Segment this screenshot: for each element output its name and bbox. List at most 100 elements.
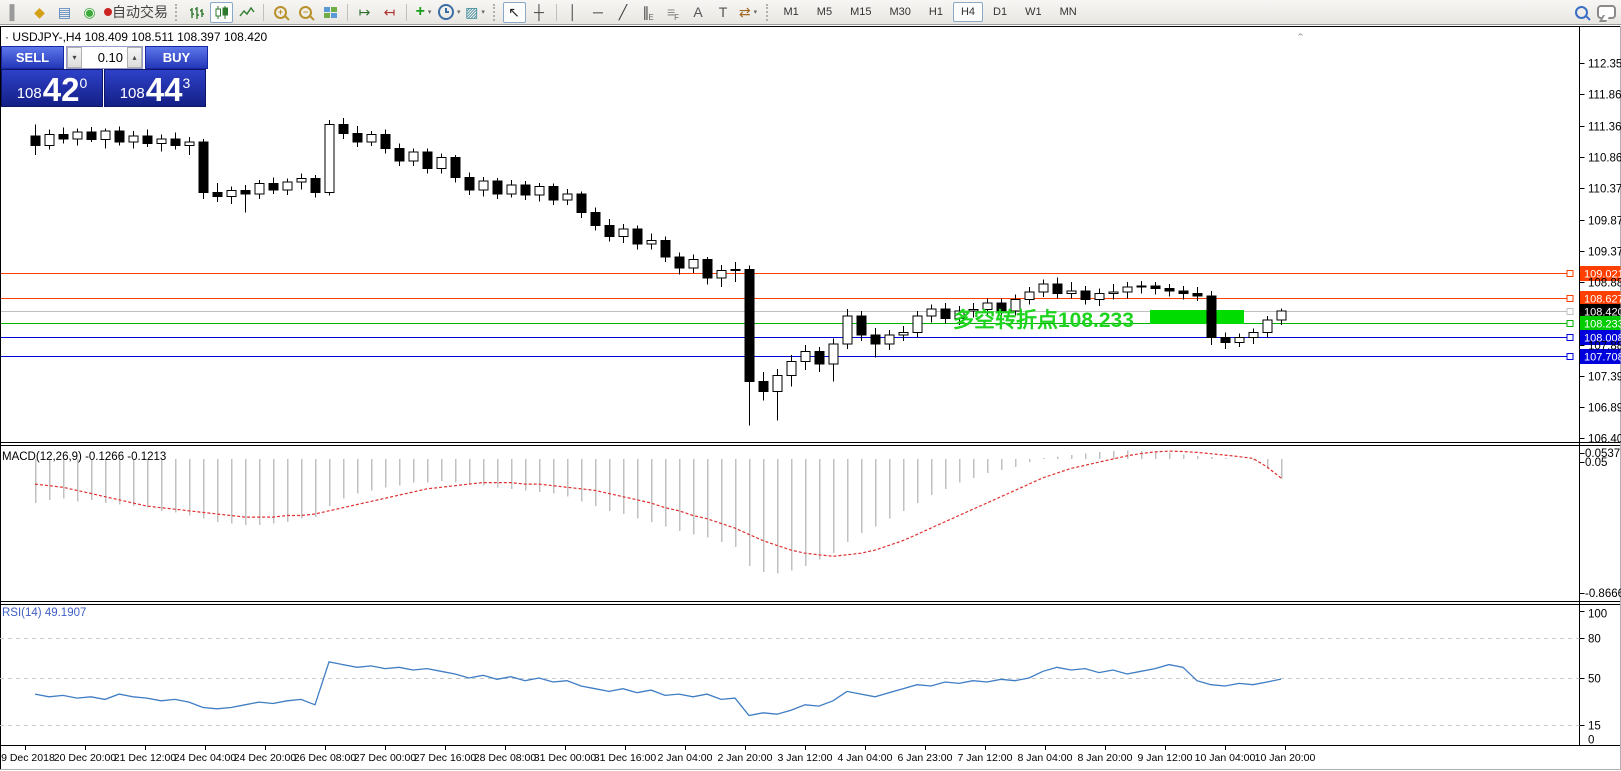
time-label: 31 Dec 16:00 [594,752,657,764]
toolbar: ▌ ◆ ▤ ◉ 自动交易 + − ↦ ↤ + ▾ ▾ ▨ ▾ ↖ ┼ │ ─ ╱ ∥ E ≡ F A T ⇄ ▾ M1 M5 M15 M30… [0,0,1621,25]
label-tool-button-glyph: T [718,4,728,20]
horizontal-line-tool-button[interactable]: ─ [587,2,610,23]
timeframe-h1[interactable]: H1 [928,6,943,18]
candle-body [1136,285,1147,288]
price-tick-label: 109.370 [1588,247,1621,259]
time-label: 8 Jan 20:00 [1078,752,1133,764]
macd-tick-label: 0.0537 [1585,448,1620,460]
candle-body [212,192,223,197]
candlestick-type-button[interactable] [210,1,233,23]
candle-body [380,134,391,149]
sell-button[interactable]: SELL [1,46,64,69]
timeframe-m1[interactable]: M1 [783,6,799,18]
collapse-arrow-icon[interactable]: ˆ [1298,31,1303,48]
timeframe-m5[interactable]: M5 [816,6,833,18]
price-line-marker[interactable] [1566,353,1574,360]
line-chart-type-button[interactable] [235,2,258,23]
time-label: 10 Jan 20:00 [1255,752,1316,764]
timeframe-mn[interactable]: MN [1059,6,1077,18]
cursor-tool-button[interactable]: ↖ [502,1,526,23]
candle-body [1038,283,1049,293]
channel-tool-button-glyph: ∥ [642,3,650,20]
clipped-icon[interactable]: ▌ [3,2,26,23]
periods-button[interactable]: ▾ [437,2,462,23]
vertical-line-tool-button[interactable]: │ [562,2,585,23]
text-tool-button[interactable]: A [687,2,710,23]
price-line-label: 109.021 [1584,269,1621,281]
candle-body [184,141,195,146]
timeframe-d1[interactable]: D1 [993,6,1008,18]
candle-body [450,156,461,178]
toolbar-separator [347,3,348,21]
new-order-icon[interactable]: ◆ [28,2,51,23]
candlestick-type-button-icon [215,5,228,19]
label-tool-button[interactable]: T [712,2,735,23]
timeframe-w1[interactable]: W1 [1025,6,1042,18]
price-line-marker[interactable] [1566,270,1574,277]
candle-body [1178,290,1189,294]
candle-body [156,138,167,144]
highlight-zone[interactable] [1150,310,1244,324]
templates-button[interactable]: ▨ ▾ [464,2,487,23]
zoom-in-button[interactable]: + [269,2,292,23]
price-line-marker[interactable] [1566,320,1574,327]
autotrading-button[interactable]: 自动交易 [103,2,169,23]
chart-windows-icon-glyph: ▤ [57,3,72,20]
volume-input[interactable]: 0.10 [97,50,123,65]
bar-chart-type-button[interactable] [185,2,208,23]
autoscroll-button[interactable]: ↦ [353,2,376,23]
candle-body [842,315,853,345]
zoom-out-button[interactable]: − [294,2,317,23]
candle-body [1122,286,1133,293]
annotation-text[interactable]: 多空转折点108.233 [953,308,1134,332]
timeframe-m30[interactable]: M30 [889,6,911,18]
candle-body [1094,292,1105,301]
candle-body [254,183,265,195]
candle-body [226,190,237,197]
timeframe-m15[interactable]: M15 [850,6,872,18]
tile-windows-button[interactable] [319,2,342,23]
trendline-tool-button[interactable]: ╱ [612,2,635,23]
search-button[interactable] [1570,2,1593,23]
price-line-marker[interactable] [1566,334,1574,341]
candle-body [926,308,937,317]
dropdown-caret: ▾ [457,9,461,16]
timeframe-h4[interactable]: H4 [952,2,984,22]
arrows-tool-button[interactable]: ⇄ ▾ [737,2,760,23]
channel-tool-button[interactable]: ∥ E [637,2,660,23]
candle-body [240,190,251,195]
time-label: 2 Jan 04:00 [658,752,713,764]
clipped-icon-glyph: ▌ [9,4,20,20]
cursor-tool-button-glyph: ↖ [508,3,520,20]
fibonacci-tool-button[interactable]: ≡ F [662,2,685,23]
price-line-label: 108.233 [1584,319,1621,331]
candle-body [422,151,433,170]
price-line-marker[interactable] [1566,295,1574,302]
chart-shift-button[interactable]: ↤ [378,2,401,23]
volume-up-button[interactable]: ▴ [127,47,142,68]
candle-body [310,178,321,194]
candle-body [1276,310,1287,321]
candle-body [674,256,685,269]
volume-down-button[interactable]: ▾ [67,47,82,68]
autotrading-label: 自动交易 [112,4,168,20]
signals-icon[interactable]: ◉ [78,2,101,23]
sell-price-button[interactable]: 108 42 0 [1,69,103,107]
time-label: 8 Jan 04:00 [1018,752,1073,764]
crosshair-tool-button[interactable]: ┼ [528,2,551,23]
chat-button[interactable] [1595,2,1618,23]
add-indicator-button-glyph: + [415,3,425,20]
price-line-label: 107.708 [1584,352,1621,364]
candle-body [30,135,41,146]
add-indicator-button[interactable]: + ▾ [412,2,435,23]
buy-button[interactable]: BUY [145,46,208,69]
price-line-marker[interactable] [1566,308,1574,315]
tile-cell [324,12,330,18]
chart-windows-icon[interactable]: ▤ [53,2,76,23]
search-button-icon [1575,5,1591,21]
toolbar-separator [263,3,264,21]
candle-body [72,131,83,140]
buy-price-button[interactable]: 108 44 3 [104,69,206,107]
